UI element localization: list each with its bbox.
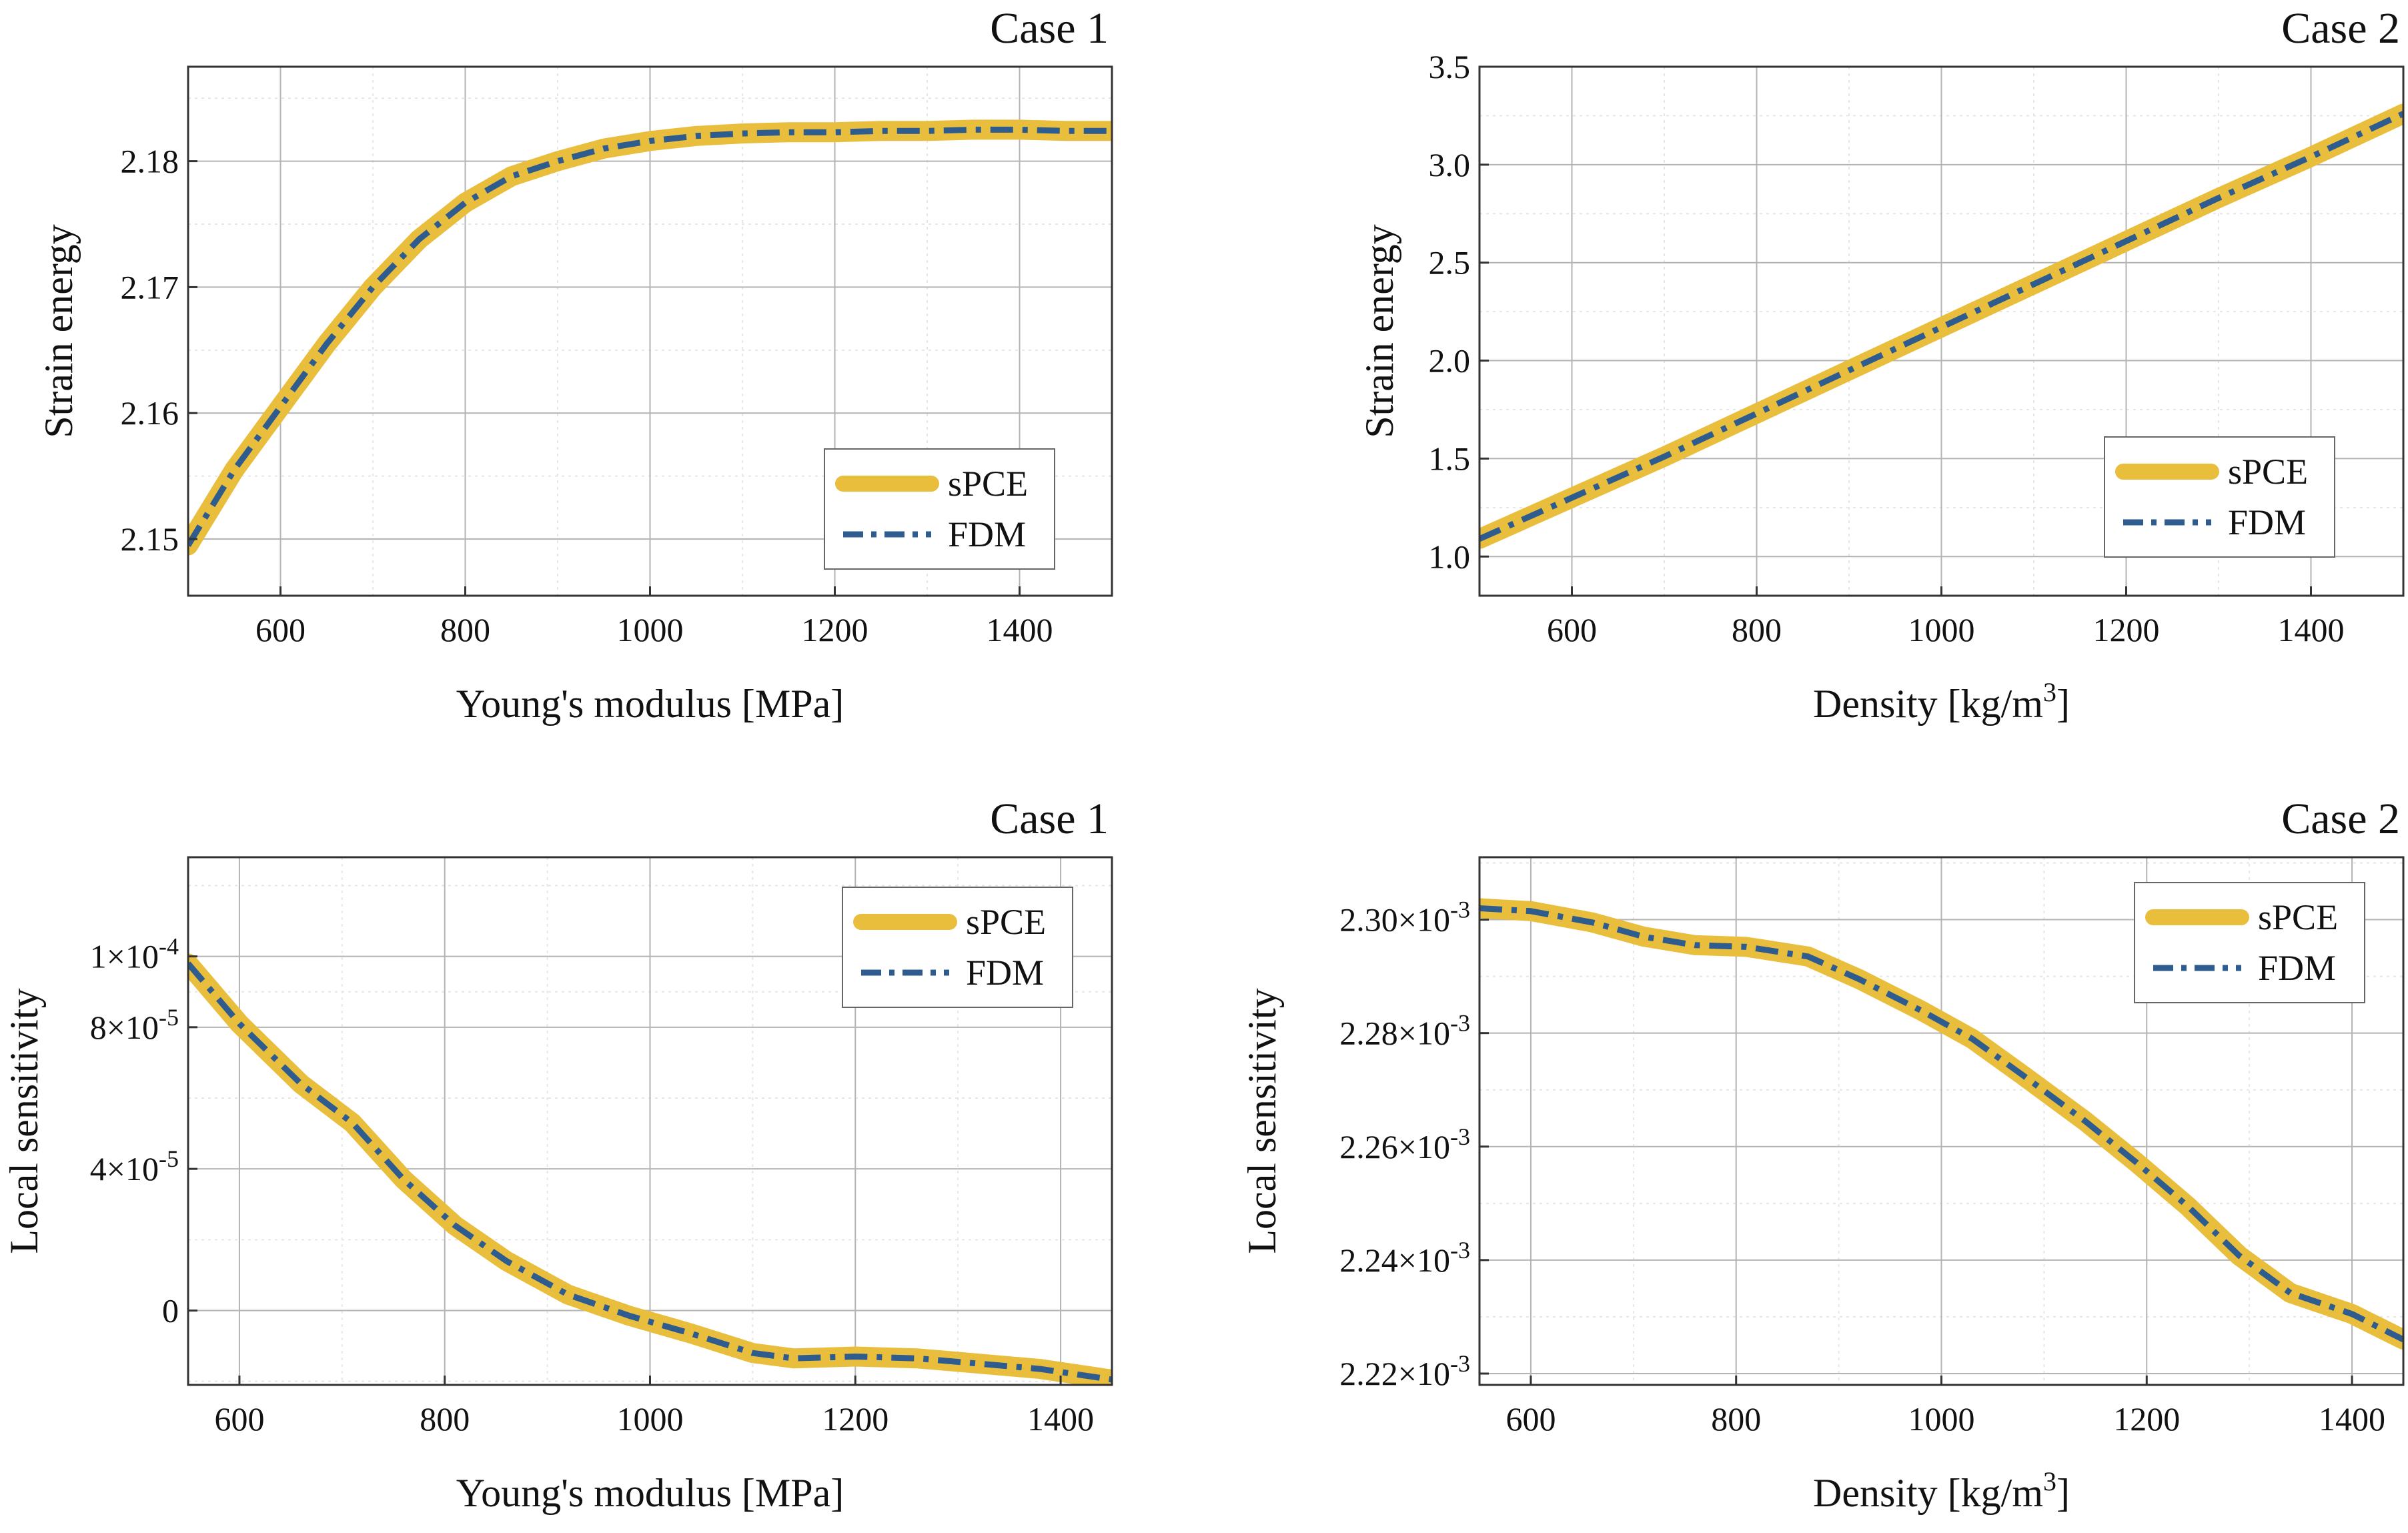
panel-title: Case 2 [2281, 795, 2400, 843]
y-tick-label: 2.24×10-3 [1339, 1237, 1470, 1279]
x-tick-label: 800 [420, 1400, 470, 1438]
x-tick-label: 600 [1506, 1400, 1556, 1438]
legend: sPCE FDM [842, 887, 1073, 1008]
y-tick-label: 1.5 [1429, 440, 1471, 477]
y-tick-label: 2.15 [121, 520, 179, 558]
series-line-fdm [1479, 905, 2403, 1343]
y-axis-label: Strain energy [37, 224, 81, 438]
legend: sPCE FDM [824, 448, 1055, 570]
x-tick-label: 800 [1732, 611, 1782, 648]
legend-label-spce: sPCE [966, 902, 1046, 942]
y-axis-label: Local sensitivity [2, 988, 46, 1253]
y-tick-label: 2.28×10-3 [1339, 1010, 1470, 1052]
x-axis-label: Young's modulus [MPa] [456, 682, 844, 726]
y-axis-label: Strain energy [1357, 224, 1401, 438]
x-tick-label: 600 [214, 1400, 264, 1438]
x-tick-label: 1200 [2093, 611, 2160, 648]
legend-box [2134, 882, 2365, 1003]
x-tick-label: 1000 [617, 611, 684, 648]
x-tick-label: 1200 [822, 1400, 888, 1438]
y-tick-label: 2.17 [121, 268, 179, 306]
y-tick-label: 2.0 [1429, 342, 1471, 380]
panel-title: Case 1 [990, 4, 1109, 53]
legend: sPCE FDM [2134, 882, 2365, 1003]
x-tick-label: 1000 [1908, 611, 1975, 648]
y-tick-label: 4×10-5 [90, 1145, 179, 1187]
x-tick-label: 1200 [802, 611, 868, 648]
legend-box [2104, 436, 2335, 558]
chart-panel-2: 600 800 1000 1200 1400 1.0 1.5 2.0 2.5 3.0 3.5 Case… [1357, 4, 2405, 726]
x-tick-label: 800 [440, 611, 490, 648]
y-tick-label: 2.30×10-3 [1339, 897, 1470, 939]
panel-title: Case 1 [990, 795, 1109, 843]
legend-label-spce: sPCE [2258, 897, 2338, 937]
legend: sPCE FDM [2104, 436, 2335, 558]
chart-panel-4: 600 800 1000 1200 1400 2.22×10-3 2.24×10-3 2.26… [1240, 795, 2405, 1515]
legend-box [842, 887, 1073, 1008]
y-axis-label: Local sensitivity [1240, 988, 1284, 1253]
legend-label-fdm: FDM [2258, 948, 2336, 988]
x-tick-label: 1400 [2319, 1400, 2385, 1438]
x-axis-label: Young's modulus [MPa] [456, 1471, 844, 1515]
y-tick-label: 2.16 [121, 394, 179, 432]
y-tick-label: 3.0 [1429, 146, 1471, 183]
x-axis-label: Density [kg/m3] [1813, 677, 2070, 726]
y-tick-label: 2.18 [121, 143, 179, 180]
legend-box [824, 448, 1055, 570]
chart-panel-1: 600 800 1000 1200 1400 2.15 2.16 2.17 2.18 Case 1… [37, 4, 1113, 726]
chart-panel-3: 600 800 1000 1200 1400 0 4×10-5 8×10-5 1×10-4 Cas… [2, 795, 1113, 1515]
series-line-fdm [1479, 111, 2403, 542]
y-tick-label: 8×10-5 [90, 1004, 179, 1046]
panel-title: Case 2 [2281, 4, 2400, 53]
x-tick-label: 1400 [1027, 1400, 1094, 1438]
x-tick-label: 1200 [2113, 1400, 2180, 1438]
legend-label-fdm: FDM [948, 514, 1026, 554]
y-tick-label: 3.5 [1429, 48, 1471, 85]
legend-label-fdm: FDM [966, 953, 1044, 993]
x-tick-label: 1400 [987, 611, 1053, 648]
y-tick-label: 2.22×10-3 [1339, 1350, 1470, 1392]
y-tick-label: 2.5 [1429, 244, 1471, 282]
legend-label-spce: sPCE [948, 464, 1028, 504]
y-tick-label: 1×10-4 [90, 933, 179, 975]
x-tick-label: 1000 [1908, 1400, 1975, 1438]
y-tick-label: 2.26×10-3 [1339, 1123, 1470, 1165]
series-line-fdm [188, 126, 1112, 547]
x-tick-label: 1400 [2278, 611, 2345, 648]
x-tick-label: 600 [1547, 611, 1597, 648]
legend-label-fdm: FDM [2228, 502, 2306, 542]
x-tick-label: 1000 [617, 1400, 684, 1438]
x-tick-label: 800 [1711, 1400, 1761, 1438]
x-tick-label: 600 [255, 611, 306, 648]
series-line-fdm [188, 961, 1112, 1383]
x-axis-label: Density [kg/m3] [1813, 1466, 2070, 1515]
y-tick-label: 0 [162, 1292, 179, 1330]
y-tick-label: 1.0 [1429, 538, 1471, 575]
legend-label-spce: sPCE [2228, 452, 2308, 492]
